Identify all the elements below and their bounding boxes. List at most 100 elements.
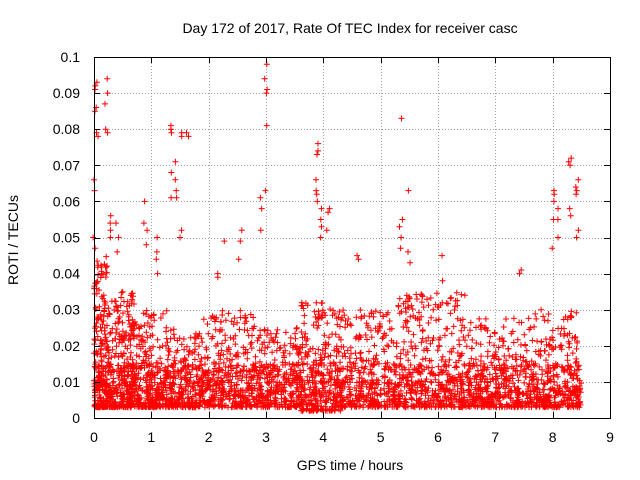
data-point: [300, 387, 307, 394]
data-point: [96, 373, 103, 380]
data-point: [551, 379, 558, 385]
data-point: [239, 400, 246, 407]
data-point: [353, 355, 360, 362]
data-point: [487, 378, 494, 385]
data-point: [342, 403, 349, 409]
data-point: [382, 360, 389, 367]
data-point: [384, 342, 391, 349]
data-point: [119, 288, 126, 295]
data-point: [326, 334, 332, 341]
data-point: [136, 325, 143, 332]
data-point: [322, 312, 329, 319]
data-point: [369, 398, 376, 405]
data-point: [479, 396, 486, 402]
data-point: [571, 390, 578, 396]
data-point: [200, 316, 207, 323]
data-point: [576, 400, 583, 407]
data-point: [107, 329, 114, 336]
data-point: [558, 398, 565, 405]
data-point: [555, 391, 562, 398]
data-point: [116, 339, 123, 346]
data-point: [380, 346, 387, 353]
data-point: [477, 323, 484, 330]
data-point: [107, 234, 114, 241]
data-point: [578, 380, 585, 387]
data-point: [346, 376, 353, 383]
data-point: [125, 311, 132, 318]
data-point: [293, 384, 300, 391]
data-point: [560, 316, 567, 323]
data-point: [330, 390, 337, 397]
data-point: [231, 315, 238, 322]
data-point: [167, 327, 174, 334]
data-point: [558, 346, 565, 353]
y-tick-label: 0.05: [53, 230, 80, 246]
data-point: [368, 334, 375, 341]
data-point: [492, 349, 499, 355]
data-point: [142, 400, 149, 407]
data-point: [311, 377, 318, 384]
data-point: [517, 353, 524, 360]
data-point: [357, 349, 364, 356]
data-point: [142, 377, 149, 384]
data-point: [211, 359, 218, 366]
data-point: [416, 309, 422, 316]
data-point: [174, 404, 181, 410]
data-point: [272, 334, 279, 341]
data-point: [104, 90, 111, 97]
data-point: [545, 311, 552, 317]
x-tick-label: 2: [205, 429, 213, 445]
data-point: [181, 374, 188, 381]
data-point: [561, 369, 568, 376]
data-point: [399, 216, 406, 223]
data-point: [439, 381, 446, 388]
data-point: [433, 317, 440, 324]
data-point: [452, 297, 459, 304]
data-point: [365, 404, 372, 410]
data-point: [321, 388, 328, 394]
data-point: [143, 311, 149, 318]
data-point: [115, 375, 122, 381]
data-point: [217, 356, 224, 363]
data-point: [480, 360, 487, 367]
data-point: [505, 345, 512, 352]
data-point: [344, 373, 350, 380]
data-point: [186, 348, 192, 355]
data-point: [536, 351, 542, 358]
data-point: [268, 376, 275, 383]
data-point: [418, 339, 425, 346]
data-point: [107, 227, 114, 234]
data-point: [145, 355, 152, 362]
data-point: [330, 307, 337, 314]
data-point: [391, 368, 398, 375]
data-point: [180, 336, 187, 342]
data-point: [339, 314, 345, 321]
data-point: [136, 353, 143, 360]
data-point: [154, 336, 161, 343]
data-point: [164, 339, 171, 346]
data-point: [510, 339, 517, 346]
data-point: [304, 394, 310, 401]
data-point: [287, 340, 294, 347]
data-point: [334, 372, 341, 379]
data-point: [171, 357, 178, 364]
data-point: [473, 324, 479, 331]
data-point: [134, 391, 141, 398]
data-point: [250, 374, 257, 381]
chart-title: Day 172 of 2017, Rate Of TEC Index for r…: [182, 20, 517, 36]
data-point: [427, 295, 434, 301]
data-point: [178, 359, 185, 366]
data-point: [194, 382, 201, 389]
data-point: [186, 378, 193, 384]
data-point: [240, 367, 246, 373]
data-point: [370, 361, 377, 368]
data-point: [447, 310, 454, 317]
data-point: [567, 212, 574, 219]
data-point: [550, 198, 557, 205]
data-point: [457, 373, 464, 379]
data-point: [129, 362, 136, 369]
data-point: [245, 367, 252, 374]
data-point: [357, 390, 364, 397]
data-point: [347, 398, 354, 405]
data-point: [497, 393, 504, 400]
